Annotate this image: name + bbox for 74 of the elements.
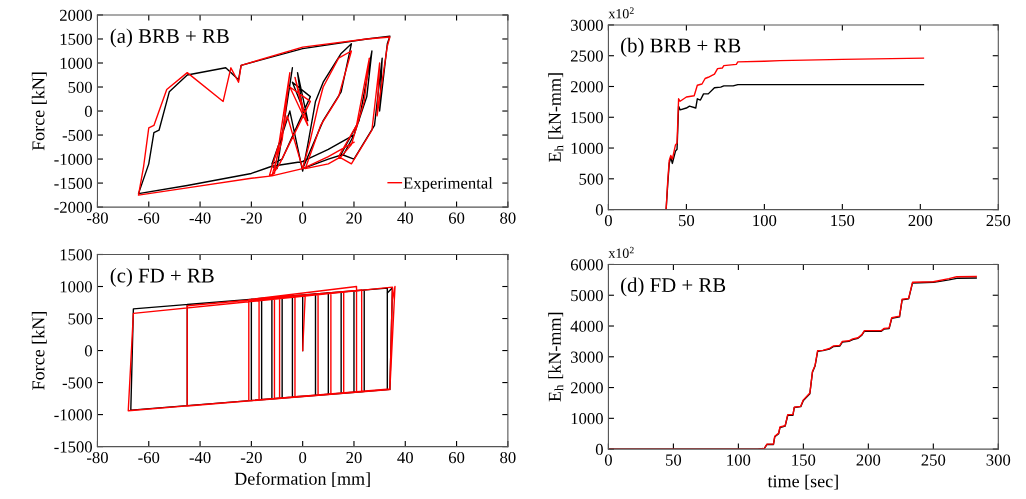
y-tick-label: 6000 [570, 259, 603, 271]
x-tick-label: 200 [856, 454, 881, 466]
y-tick-label: -1500 [54, 177, 92, 190]
y-tick-label: -1000 [54, 409, 92, 421]
y-tick-label: -500 [62, 377, 92, 389]
x-tick-label: 0 [604, 454, 612, 466]
y-tick-label: -500 [62, 129, 92, 141]
x-tick-label: -80 [86, 212, 108, 224]
x-tick-label: 60 [448, 451, 465, 464]
y-tick-label: 500 [68, 81, 92, 93]
x-tick-label: 200 [908, 214, 933, 227]
x-tick-label: 60 [448, 212, 465, 224]
x-tick-label: -20 [240, 451, 262, 464]
y-tick-label: 1000 [571, 142, 603, 154]
x-tick-label: 40 [397, 451, 413, 464]
text: (c) FD + RB [110, 267, 214, 287]
y-tick-label: 1000 [60, 57, 92, 69]
y-tick-label: 2000 [60, 9, 92, 21]
x-tick-label: -40 [189, 212, 211, 224]
y-tick-label: 0 [84, 105, 92, 117]
y-axis-title: E$_{h}$ [kN-mm] [548, 73, 564, 163]
y-tick-label: 1000 [60, 281, 92, 293]
x-tick-label: 250 [921, 454, 946, 466]
x-tick-label: 80 [500, 451, 516, 464]
y-tick-label: -1000 [54, 153, 92, 165]
y-tick-label: 2000 [570, 81, 603, 93]
x-axis-title: Deformation [mm] [234, 471, 370, 488]
x-tick-label: -80 [86, 451, 108, 464]
x-tick-label: -60 [138, 212, 160, 224]
x-axis-title: time [sec] [767, 474, 838, 490]
x-tick-label: 100 [753, 214, 777, 227]
x-tick-label: 80 [500, 212, 516, 224]
x-tick-label: 50 [666, 454, 682, 466]
y-tick-label: 500 [579, 173, 603, 185]
y-tick-label: 0 [595, 443, 603, 456]
x-tick-label: 50 [679, 214, 695, 227]
x-tick-label: 20 [346, 212, 362, 224]
y-tick-label: 500 [68, 313, 92, 325]
x-tick-label: 300 [986, 454, 1011, 466]
x-tick-label: -40 [189, 451, 211, 464]
y-tick-label: 3000 [571, 351, 603, 363]
x-tick-label: -20 [240, 212, 262, 224]
x-tick-label: 150 [831, 214, 855, 227]
y-axis-title: Force [kN] [31, 312, 47, 390]
text: (b) BRB + RB [621, 37, 741, 57]
text: x10$^{2}$ [608, 7, 634, 19]
y-tick-label: 1500 [60, 33, 92, 45]
x-tick-label: 0 [604, 214, 612, 227]
legend-label: Experimental [403, 176, 493, 193]
text: (d) FD + RB [621, 277, 726, 297]
y-tick-label: 4000 [570, 320, 603, 332]
x-tick-label: 0 [299, 451, 307, 464]
x-tick-label: 150 [792, 454, 816, 466]
y-tick-label: 1500 [60, 249, 92, 261]
text: (a) BRB + RB [110, 28, 229, 48]
y-tick-label: -1500 [54, 441, 92, 453]
x-tick-label: 100 [727, 454, 751, 466]
y-tick-label: 2500 [570, 50, 603, 62]
y-axis-title: E$_{h}$ [kN-mm] [548, 312, 564, 402]
y-axis-title: Force [kN] [31, 72, 47, 151]
y-tick-label: 3000 [571, 19, 603, 31]
y-tick-label: 0 [595, 204, 603, 216]
y-tick-label: 2000 [570, 382, 603, 394]
x-tick-label: 20 [346, 451, 362, 464]
x-tick-label: -60 [138, 451, 160, 464]
x-tick-label: 40 [397, 212, 413, 224]
x-tick-label: 250 [986, 214, 1011, 227]
y-tick-label: 0 [84, 345, 92, 357]
y-tick-label: 1500 [571, 111, 603, 124]
x-tick-label: 0 [299, 212, 307, 224]
text: x10$^{2}$ [608, 246, 634, 258]
y-tick-label: 1000 [571, 413, 603, 425]
y-tick-label: 5000 [571, 289, 603, 302]
y-tick-label: -2000 [54, 201, 92, 214]
